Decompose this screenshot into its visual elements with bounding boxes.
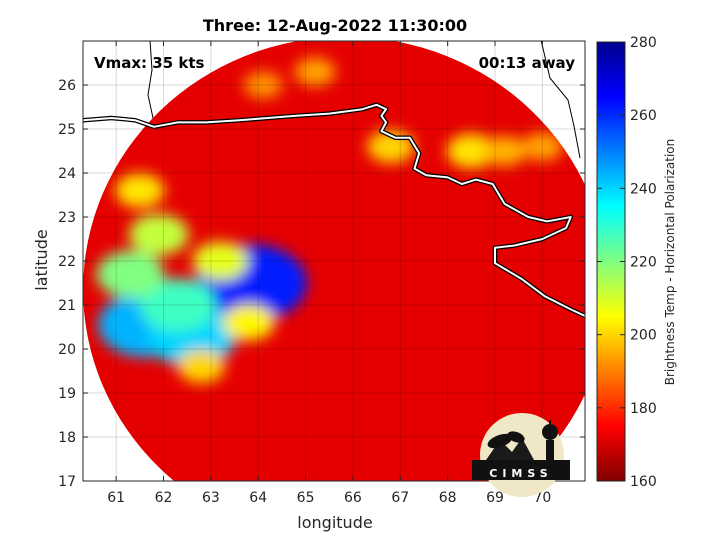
land-border	[540, 41, 581, 159]
y-tick-label: 20	[58, 342, 76, 358]
brightness-feature	[139, 278, 216, 332]
brightness-feature	[128, 213, 189, 256]
x-tick-label: 70	[533, 490, 551, 506]
land-border	[147, 41, 154, 119]
x-axis-label: longitude	[297, 513, 372, 532]
y-tick-label: 24	[58, 166, 76, 182]
y-tick-label: 25	[58, 122, 76, 138]
y-axis-label: latitude	[32, 229, 51, 290]
brightness-feature	[115, 173, 165, 208]
y-tick-label: 18	[58, 430, 76, 446]
plot-layer	[83, 41, 585, 481]
colorbar-tick-label: 180	[630, 401, 657, 417]
svg-text:CIMSS: CIMSS	[489, 467, 552, 480]
brightness-feature	[294, 57, 336, 87]
x-tick-label: 61	[107, 490, 125, 506]
x-tick-label: 63	[202, 490, 220, 506]
x-tick-label: 64	[249, 490, 267, 506]
y-tick-label: 22	[58, 254, 76, 270]
x-tick-label: 69	[486, 490, 504, 506]
brightness-feature	[222, 304, 275, 341]
brightness-feature	[446, 133, 497, 169]
grid-lines	[83, 41, 585, 481]
cimss-logo: CIMSS	[472, 413, 570, 497]
y-tick-label: 17	[58, 474, 76, 490]
brightness-feature	[177, 350, 226, 384]
y-tick-label: 23	[58, 210, 76, 226]
colorbar-tick-label: 160	[630, 474, 657, 490]
brightness-feature	[482, 135, 527, 167]
colorbar-tick-label: 200	[630, 328, 657, 344]
swath-layer	[83, 41, 585, 481]
vmax-annotation: Vmax: 35 kts	[94, 54, 204, 72]
y-tick-label: 19	[58, 386, 76, 402]
brightness-feature	[521, 132, 563, 161]
coastline	[83, 103, 585, 317]
brightness-feature	[96, 250, 165, 298]
colorbar-tick-label: 240	[630, 181, 657, 197]
x-tick-label: 66	[344, 490, 362, 506]
x-tick-label: 62	[155, 490, 173, 506]
x-tick-label: 68	[439, 490, 457, 506]
brightness-feature	[243, 71, 283, 99]
colorbar-tick-label: 280	[630, 35, 657, 51]
x-tick-label: 67	[391, 490, 409, 506]
brightness-feature	[192, 241, 249, 281]
y-tick-label: 26	[58, 78, 76, 94]
feature-layer	[96, 57, 563, 384]
colorbar-label: Brightness Temp - Horizontal Polarizatio…	[663, 139, 677, 386]
x-tick-labels: 61 62 63 64 65 66 67 68 69 70	[107, 490, 551, 506]
x-tick-label: 65	[297, 490, 315, 506]
time-away-annotation: 00:13 away	[479, 54, 576, 72]
chart-title: Three: 12-Aug-2022 11:30:00	[203, 16, 467, 35]
colorbar-ticks: 160 180 200 220 240 260 280	[597, 35, 657, 490]
y-tick-label: 21	[58, 298, 76, 314]
colorbar-tick-label: 260	[630, 108, 657, 124]
colorbar-tick-label: 220	[630, 255, 657, 271]
y-tick-labels: 17 18 19 20 21 22 23 24 25 26	[58, 78, 76, 490]
